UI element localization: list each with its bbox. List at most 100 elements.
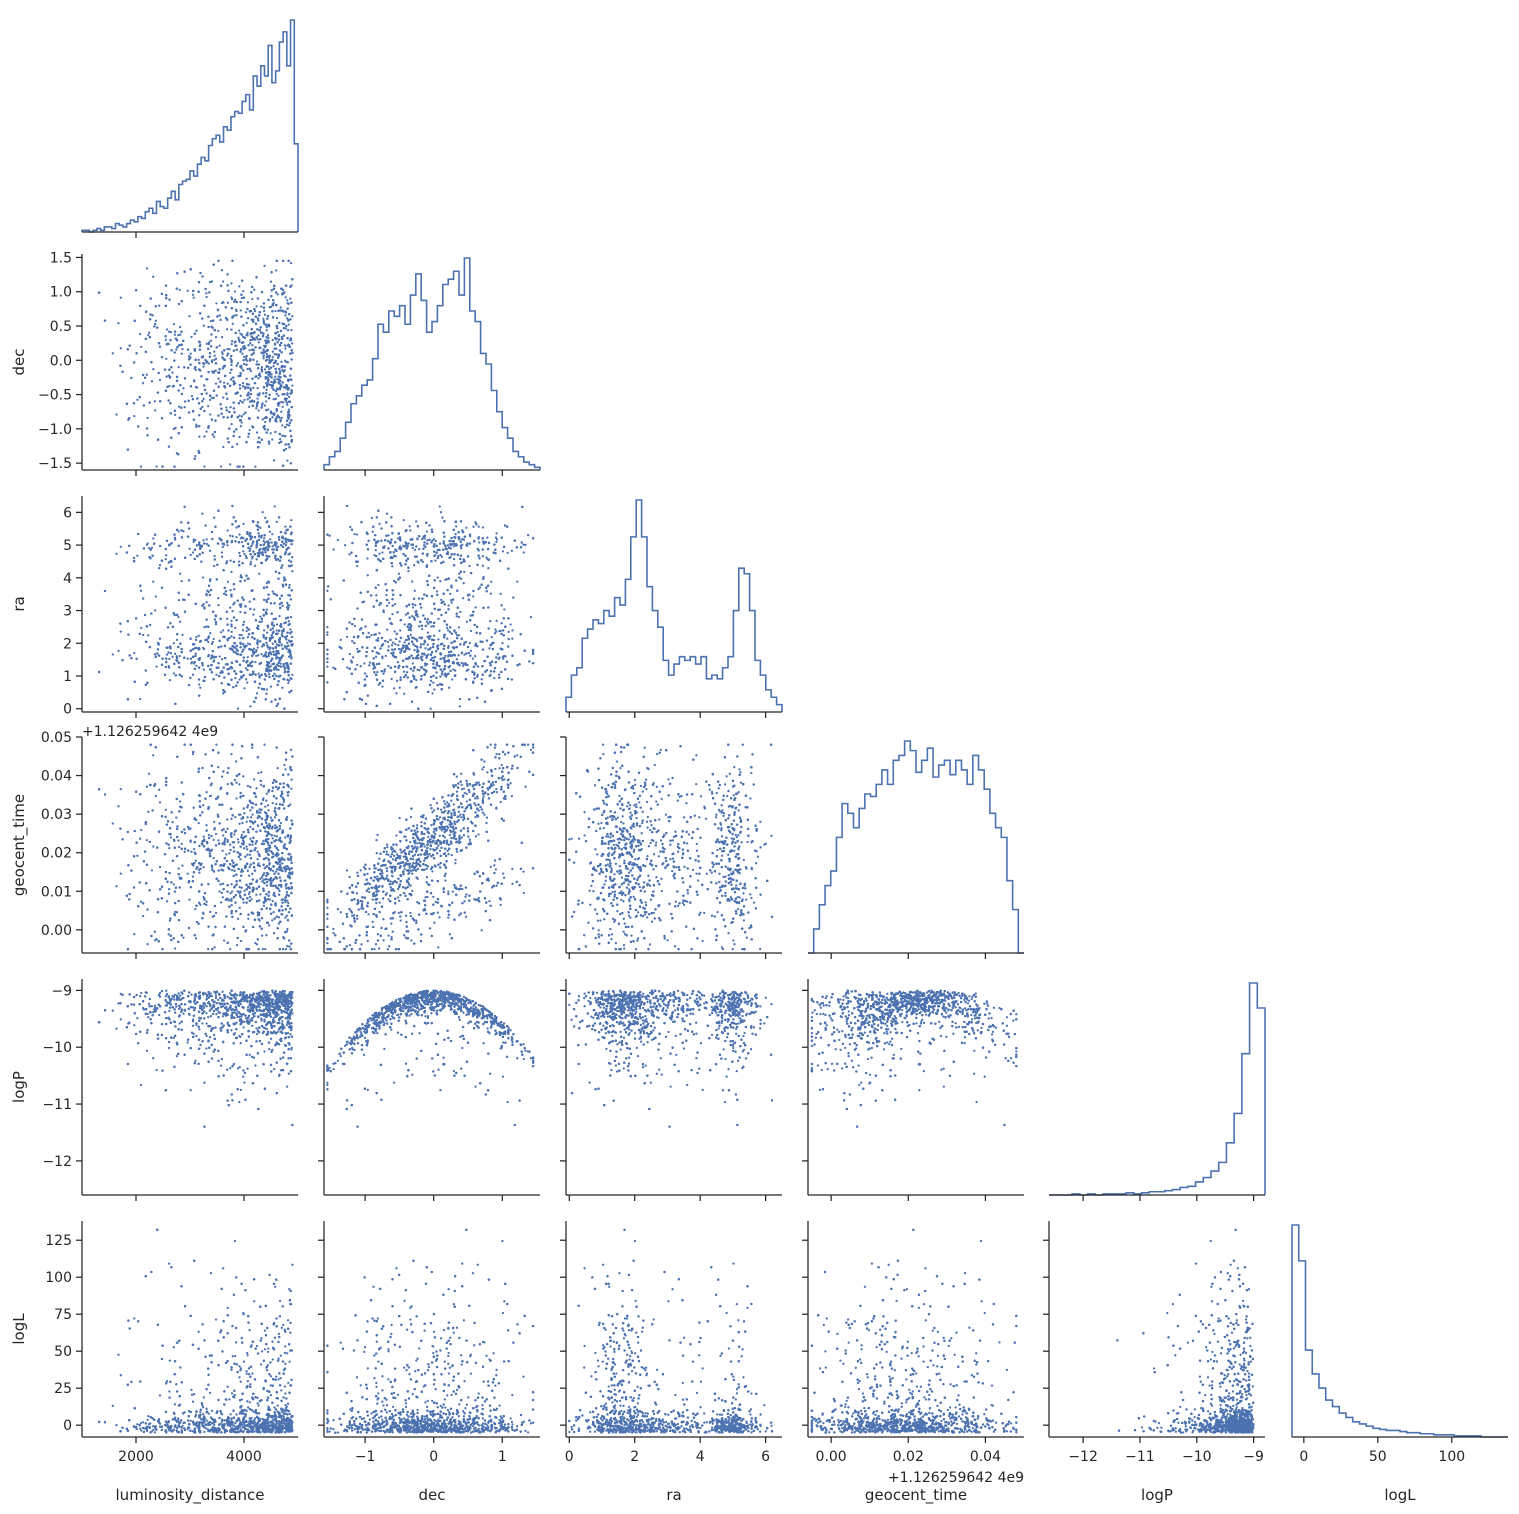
data-point [252,337,254,339]
data-point [276,327,278,329]
data-point [149,313,151,315]
data-point [288,417,290,419]
data-point [268,443,270,445]
data-point [283,577,285,579]
data-point [262,643,264,645]
data-point [242,523,244,525]
data-point [261,674,263,676]
data-point [204,524,206,526]
data-point [256,405,258,407]
data-point [278,538,280,540]
data-point [178,662,180,664]
data-point [257,367,259,369]
data-point [190,268,192,270]
data-point [196,555,198,557]
data-point [256,387,258,389]
data-point [164,607,166,609]
data-point [181,344,183,346]
data-point [207,348,209,350]
data-point [227,581,229,583]
data-point [289,539,291,541]
data-point [155,465,157,467]
data-point [203,626,205,628]
data-point [140,627,142,629]
data-point [120,546,122,548]
data-point [210,340,212,342]
data-point [198,402,200,404]
data-point [155,665,157,667]
data-point [240,309,242,311]
data-point [290,543,292,545]
data-point [286,635,288,637]
data-point [210,320,212,322]
data-point [279,309,281,311]
data-point [230,329,232,331]
data-point [276,416,278,418]
data-point [112,352,114,354]
data-point [268,368,270,370]
data-point [271,376,273,378]
data-point [194,333,196,335]
data-point [276,594,278,596]
data-point [235,673,237,675]
data-point [221,556,223,558]
data-point [285,646,287,648]
data-point [263,426,265,428]
data-point [243,356,245,358]
data-point [169,622,171,624]
data-point [233,435,235,437]
data-point [281,632,283,634]
data-point [190,650,192,652]
data-point [287,302,289,304]
data-point [203,384,205,386]
data-point [265,376,267,378]
data-point [231,610,233,612]
data-point [290,329,292,331]
data-point [281,687,283,689]
data-point [209,550,211,552]
data-point [217,604,219,606]
data-point [161,560,163,562]
data-point [139,305,141,307]
data-point [276,521,278,523]
data-point [260,305,262,307]
data-point [147,334,149,336]
data-point [231,446,233,448]
data-point [200,560,202,562]
data-point [198,678,200,680]
data-point [240,603,242,605]
data-point [274,361,276,363]
data-point [165,297,167,299]
data-point [273,625,275,627]
data-point [290,462,292,464]
data-point [155,305,157,307]
y-tick-label: 1.5 [50,250,72,266]
data-point [243,656,245,658]
data-point [284,668,286,670]
data-point [251,636,253,638]
data-point [178,545,180,547]
data-point [129,344,131,346]
data-point [255,305,257,307]
data-point [204,359,206,361]
data-point [179,674,181,676]
data-point [275,348,277,350]
data-point [217,542,219,544]
data-point [281,630,283,632]
data-point [168,445,170,447]
data-point [169,376,171,378]
data-point [217,597,219,599]
data-point [229,606,231,608]
data-point [265,400,267,402]
data-point [245,378,247,380]
data-point [239,646,241,648]
data-point [126,403,128,405]
data-point [143,404,145,406]
data-point [204,676,206,678]
data-point [112,653,114,655]
data-point [230,364,232,366]
data-point [233,381,235,383]
data-point [188,527,190,529]
data-point [238,678,240,680]
data-point [289,318,291,320]
